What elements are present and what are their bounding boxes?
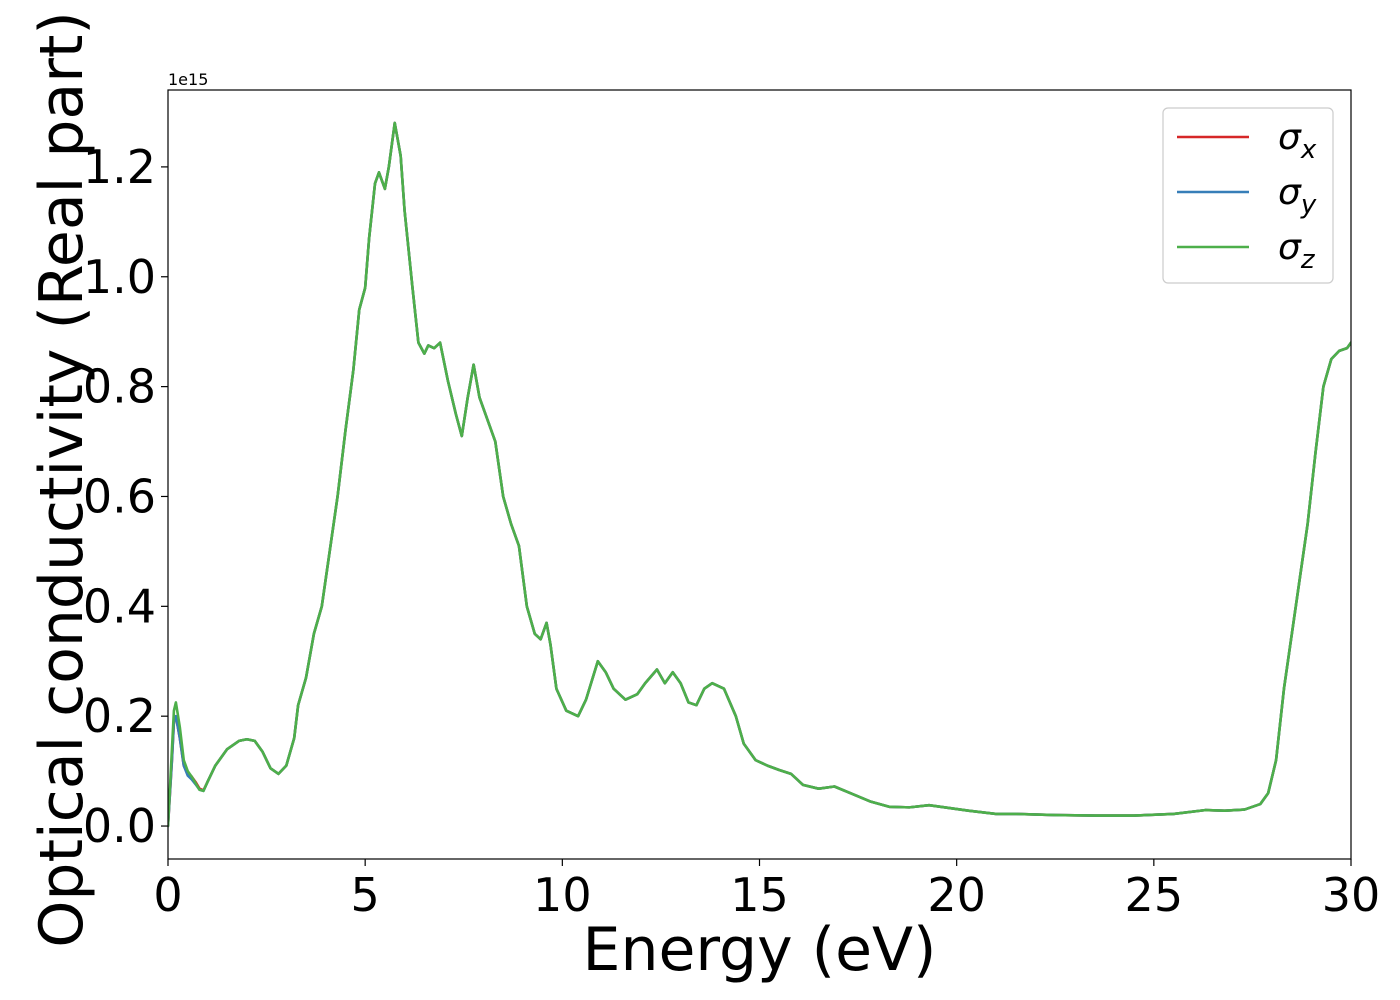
y-tick-label: 0.0 bbox=[83, 799, 156, 853]
x-tick-label: 10 bbox=[533, 868, 592, 922]
legend-label-z: σz bbox=[1278, 227, 1316, 275]
x-tick-label: 20 bbox=[927, 868, 986, 922]
legend-label-x: σx bbox=[1278, 117, 1317, 165]
x-tick-label: 30 bbox=[1322, 868, 1381, 922]
x-tick-label: 5 bbox=[351, 868, 380, 922]
y-tick-label: 0.4 bbox=[83, 579, 156, 633]
x-axis-label: Energy (eV) bbox=[583, 915, 937, 985]
y-axis-ticks: 0.0 0.2 0.4 0.6 0.8 1.0 1.2 bbox=[83, 140, 168, 853]
x-tick-label: 25 bbox=[1125, 868, 1184, 922]
x-axis-ticks: 0 5 10 15 20 25 30 bbox=[153, 859, 1380, 922]
legend: σx σy σz bbox=[1162, 107, 1334, 284]
y-tick-label: 0.2 bbox=[83, 689, 156, 743]
series-line-z bbox=[168, 121, 1351, 828]
y-offset-text: 1e15 bbox=[168, 70, 208, 89]
y-tick-label: 1.0 bbox=[83, 250, 156, 304]
legend-box bbox=[1162, 107, 1334, 284]
y-tick-label: 0.8 bbox=[83, 360, 156, 414]
x-tick-label: 15 bbox=[730, 868, 789, 922]
legend-label-y: σy bbox=[1278, 172, 1317, 220]
series-layer bbox=[168, 121, 1351, 828]
y-tick-label: 0.6 bbox=[83, 469, 156, 523]
y-axis-label: Optical conductivity (Real part) bbox=[27, 11, 97, 948]
y-tick-label: 1.2 bbox=[83, 140, 156, 194]
x-tick-label: 0 bbox=[153, 868, 182, 922]
